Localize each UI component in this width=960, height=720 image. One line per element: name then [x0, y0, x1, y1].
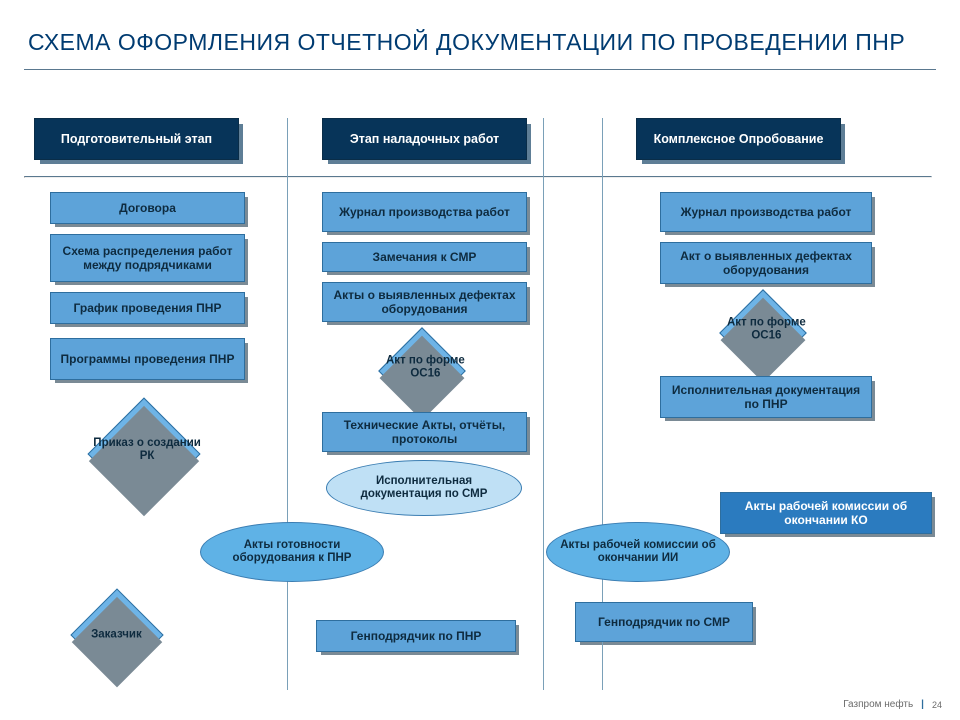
box-zamechaniya-smr: Замечания к СМР — [322, 242, 527, 272]
diamond-prikaz-rk: Приказ о создании РК — [87, 397, 200, 510]
box-shema-raspred: Схема распределения работ между подрядчи… — [50, 234, 245, 282]
box-genpodr-smr: Генподрядчик по СМР — [575, 602, 753, 642]
section-rule — [24, 176, 932, 178]
diamond-zakazchik: Заказчик — [70, 588, 163, 681]
footer-brand: Газпром нефть — [843, 699, 913, 710]
diamond-akt-os16-b: Акт по форме ОС16 — [719, 289, 807, 377]
box-isp-doc-pnr: Исполнительная документация по ПНР — [660, 376, 872, 418]
col-header-complex: Комплексное Опробование — [636, 118, 841, 160]
box-zhurnal2: Журнал производства работ — [660, 192, 872, 232]
ellipse-akty-rab-kom-ii: Акты рабочей комиссии об окончании ИИ — [546, 522, 730, 582]
vline-2 — [543, 118, 544, 690]
box-akt-defekt2: Акт о выявленных дефектах оборудования — [660, 242, 872, 284]
ellipse-akty-gotov: Акты готовности оборудования к ПНР — [200, 522, 384, 582]
box-genpodr-pnr: Генподрядчик по ПНР — [316, 620, 516, 652]
box-tech-akty: Технические Акты, отчёты, протоколы — [322, 412, 527, 452]
page-title: СХЕМА ОФОРМЛЕНИЯ ОТЧЕТНОЙ ДОКУМЕНТАЦИИ П… — [0, 0, 960, 65]
box-dogovora: Договора — [50, 192, 245, 224]
box-akty-defekt: Акты о выявленных дефектах оборудования — [322, 282, 527, 322]
box-grafik-pnr: График проведения ПНР — [50, 292, 245, 324]
vline-1 — [287, 118, 288, 690]
footer-page: 24 — [932, 700, 942, 710]
box-akty-rab-kom-ko: Акты рабочей комиссии об окончании КО — [720, 492, 932, 534]
title-rule — [24, 69, 936, 70]
diamond-zakazchik-label: Заказчик — [72, 629, 162, 642]
footer: Газпром нефть | 24 — [843, 699, 942, 710]
col-header-prep: Подготовительный этап — [34, 118, 239, 160]
col-header-adjust: Этап наладочных работ — [322, 118, 527, 160]
diamond-prikaz-rk-label: Приказ о создании РК — [93, 437, 202, 463]
ellipse-isp-doc-smr: Исполнительная документация по СМР — [326, 460, 522, 516]
footer-sep: | — [921, 699, 924, 710]
box-prog-pnr: Программы проведения ПНР — [50, 338, 245, 380]
diamond-akt-os16-b-label: Акт по форме ОС16 — [725, 316, 809, 342]
diamond-akt-os16-a: Акт по форме ОС16 — [378, 327, 466, 415]
box-zhurnal1: Журнал производства работ — [322, 192, 527, 232]
diamond-akt-os16-a-label: Акт по форме ОС16 — [384, 354, 468, 380]
